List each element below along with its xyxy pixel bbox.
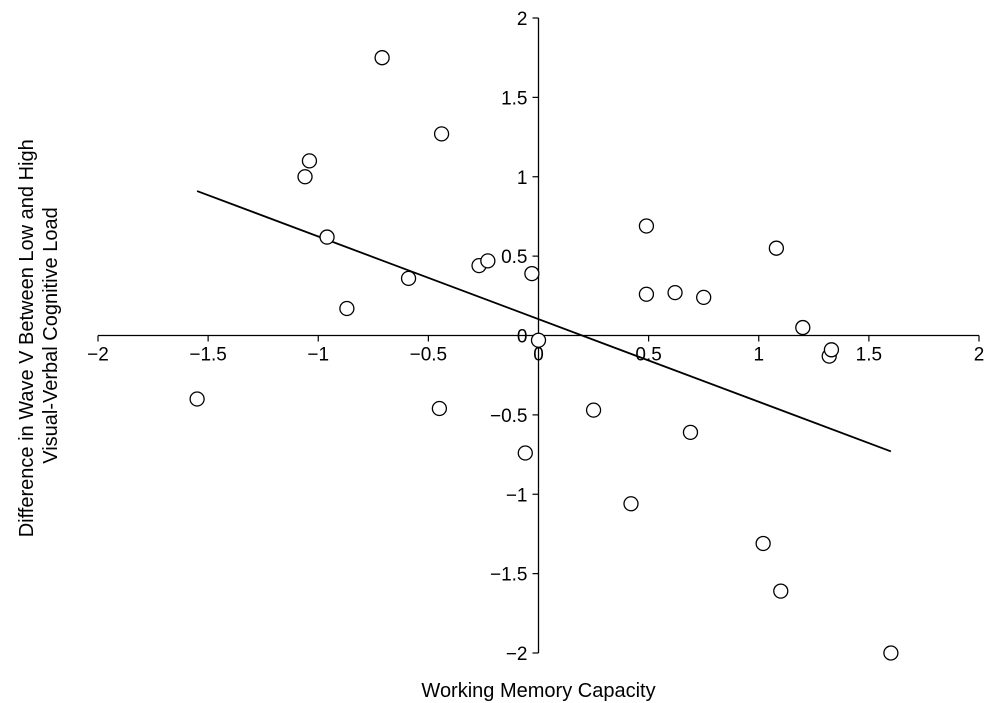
- data-points: [189, 50, 899, 661]
- regression-line: [196, 190, 892, 453]
- y-tick-label: 1.5: [501, 88, 527, 109]
- y-tick-label: −1: [506, 485, 528, 506]
- y-tick-label: −0.5: [490, 406, 528, 427]
- data-point: [696, 289, 712, 306]
- y-axis-title-line-1: Difference in Wave V Between Low and Hig…: [16, 139, 38, 537]
- data-point: [623, 496, 639, 512]
- x-tick-label: 0: [533, 345, 544, 366]
- data-point: [374, 50, 390, 66]
- data-point: [883, 645, 899, 661]
- y-ticks: 2 1.5 1 0.5 0 −0.5 −1 −1.5 −2: [490, 9, 539, 665]
- data-point: [795, 319, 811, 336]
- data-point: [189, 391, 205, 407]
- data-point: [301, 153, 318, 169]
- data-point: [400, 270, 417, 287]
- data-point: [682, 424, 699, 440]
- data-point: [638, 286, 655, 302]
- data-point: [773, 583, 789, 599]
- x-tick-label: 1.5: [856, 345, 882, 366]
- x-tick-label: −1: [307, 345, 329, 366]
- data-point: [823, 342, 840, 358]
- y-tick-label: 2: [517, 9, 528, 30]
- x-tick-label: 1: [753, 345, 764, 366]
- data-point: [524, 265, 540, 282]
- data-point: [480, 253, 496, 269]
- data-point: [339, 300, 355, 317]
- y-tick-label: 0.5: [501, 247, 527, 268]
- x-tick-label: −1.5: [189, 345, 227, 366]
- data-point: [297, 169, 313, 185]
- y-tick-label: −1.5: [490, 565, 528, 586]
- data-point: [433, 126, 450, 142]
- x-tick-label: 0.5: [635, 345, 661, 366]
- x-ticks: −2 −1.5 −1 −0.5 0 0.5 1 1.5 2: [87, 335, 985, 366]
- x-tick-label: −0.5: [410, 345, 448, 366]
- x-axis-title: Working Memory Capacity: [421, 680, 655, 702]
- x-tick-label: −2: [87, 345, 109, 366]
- data-point: [667, 284, 683, 301]
- data-point: [517, 445, 533, 461]
- y-axis-title: Difference in Wave V Between Low and Hig…: [16, 134, 62, 538]
- y-tick-label: 1: [517, 168, 528, 189]
- data-point: [319, 229, 335, 245]
- data-point: [638, 218, 655, 234]
- data-point: [585, 402, 602, 418]
- data-point: [530, 332, 547, 348]
- y-tick-label: −2: [506, 644, 528, 665]
- data-point: [431, 400, 448, 417]
- x-tick-label: 2: [974, 345, 985, 366]
- data-point: [755, 535, 771, 552]
- y-axis-title-line-2: Visual-Verbal Cognitive Load: [40, 207, 62, 463]
- data-point: [768, 240, 785, 256]
- y-tick-label: 0: [517, 327, 528, 348]
